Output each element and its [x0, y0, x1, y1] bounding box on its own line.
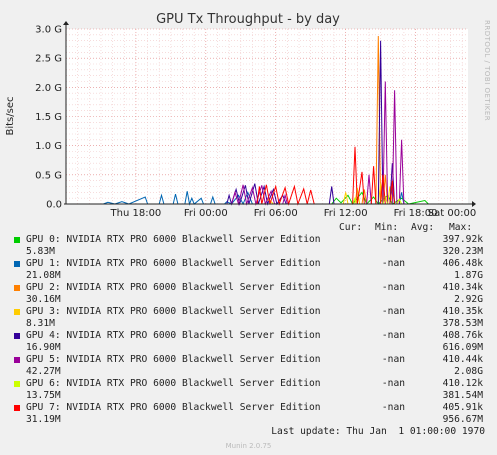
legend-label: GPU 6: NVIDIA RTX PRO 6000 Blackwell Ser… [26, 378, 321, 389]
y-tick-label: 1.5 G [35, 112, 62, 123]
rrdtool-credit: RRDTOOL / TOBI OETIKER [483, 20, 491, 121]
legend-cur: 16.90M [26, 342, 61, 353]
legend-label: GPU 0: NVIDIA RTX PRO 6000 Blackwell Ser… [26, 234, 321, 245]
series-line-gpu-5 [231, 81, 405, 206]
legend-min: -nan [381, 402, 405, 413]
legend-max: 410.44k [442, 354, 483, 365]
legend-min: -nan [381, 354, 405, 365]
legend-max: 397.92k [442, 234, 483, 245]
y-tick-label: 2.0 G [35, 83, 62, 94]
legend-max-value: 1.87G [454, 270, 483, 281]
legend-max-value: 616.09M [442, 342, 483, 353]
legend-label: GPU 1: NVIDIA RTX PRO 6000 Blackwell Ser… [26, 258, 321, 269]
legend-label: GPU 5: NVIDIA RTX PRO 6000 Blackwell Ser… [26, 354, 321, 365]
legend-cur: 30.16M [26, 294, 61, 305]
x-tick-label: Thu 18:00 [110, 208, 162, 219]
x-tick-label: Fri 12:00 [324, 208, 368, 219]
legend-label: GPU 4: NVIDIA RTX PRO 6000 Blackwell Ser… [26, 330, 321, 341]
last-update: Last update: Thu Jan 1 01:00:00 1970 [271, 426, 485, 437]
grid [65, 28, 468, 205]
legend-swatch [14, 261, 20, 267]
y-tick-label: 1.0 G [35, 141, 62, 152]
legend-cur: 5.83M [26, 246, 55, 257]
legend-max-value: 378.53M [442, 318, 483, 329]
legend-swatch [14, 285, 20, 291]
legend-row: GPU 6: NVIDIA RTX PRO 6000 Blackwell Ser… [0, 378, 497, 402]
series-line-gpu-2 [361, 35, 389, 205]
y-axis-label: Bits/sec [5, 97, 16, 136]
y-tick-label: 0.5 G [35, 170, 62, 181]
legend-min: -nan [381, 378, 405, 389]
legend-swatch [14, 357, 20, 363]
legend-max: 408.76k [442, 330, 483, 341]
legend-header-min: Min: [375, 222, 399, 233]
legend-swatch [14, 333, 20, 339]
legend-header-avg: Avg: [411, 222, 435, 233]
legend-max: 405.91k [442, 402, 483, 413]
x-tick-label: Fri 18:00 [394, 208, 438, 219]
y-tick-label: 2.5 G [35, 54, 62, 65]
y-tick-label: 3.0 G [35, 25, 62, 36]
legend-row: GPU 0: NVIDIA RTX PRO 6000 Blackwell Ser… [0, 234, 497, 258]
legend-header-max: Max: [449, 222, 473, 233]
legend-min: -nan [381, 234, 405, 245]
legend-row: GPU 1: NVIDIA RTX PRO 6000 Blackwell Ser… [0, 258, 497, 282]
legend-cur: 21.08M [26, 270, 61, 281]
legend-row: GPU 4: NVIDIA RTX PRO 6000 Blackwell Ser… [0, 330, 497, 354]
legend-label: GPU 3: NVIDIA RTX PRO 6000 Blackwell Ser… [26, 306, 321, 317]
legend-row: GPU 2: NVIDIA RTX PRO 6000 Blackwell Ser… [0, 282, 497, 306]
legend-max: 410.12k [442, 378, 483, 389]
legend-swatch [14, 309, 20, 315]
legend-max-value: 956.67M [442, 414, 483, 425]
x-tick-label: Sat 00:00 [428, 208, 476, 219]
x-tick-label: Fri 06:00 [254, 208, 298, 219]
legend-max: 410.34k [442, 282, 483, 293]
y-axis-arrow [63, 21, 69, 25]
legend-max: 410.35k [442, 306, 483, 317]
chart: GPU Tx Throughput - by day Bits/sec RRDT… [5, 12, 491, 220]
legend-cur: 13.75M [26, 390, 61, 401]
chart-title: GPU Tx Throughput - by day [156, 12, 340, 27]
legend-swatch [14, 405, 20, 411]
x-axis-arrow [472, 201, 476, 207]
legend-label: GPU 7: NVIDIA RTX PRO 6000 Blackwell Ser… [26, 402, 321, 413]
legend-min: -nan [381, 258, 405, 269]
legend-cur: 8.31M [26, 318, 55, 329]
legend-max: 406.48k [442, 258, 483, 269]
legend-min: -nan [381, 282, 405, 293]
y-tick-label: 0.0 [46, 200, 62, 211]
legend-min: -nan [381, 306, 405, 317]
legend-swatch [14, 237, 20, 243]
axes [63, 21, 476, 207]
tick-labels: 0.0 0.5 G 1.0 G 1.5 G 2.0 G 2.5 G 3.0 G Thu 18:… [35, 25, 476, 220]
legend-swatch [14, 381, 20, 387]
legend-label: GPU 2: NVIDIA RTX PRO 6000 Blackwell Ser… [26, 282, 321, 293]
munin-version: Munin 2.0.75 [225, 442, 272, 450]
legend-min: -nan [381, 330, 405, 341]
legend-max-value: 381.54M [442, 390, 483, 401]
x-tick-label: Fri 00:00 [184, 208, 228, 219]
legend-row: GPU 3: NVIDIA RTX PRO 6000 Blackwell Ser… [0, 306, 497, 330]
series-line-gpu-0 [331, 191, 429, 205]
legend-header-cur: Cur: [339, 222, 363, 233]
legend-cur: 42.27M [26, 366, 61, 377]
legend-cur: 31.19M [26, 414, 61, 425]
series-line-gpu-6 [352, 195, 403, 205]
legend-row: GPU 7: NVIDIA RTX PRO 6000 Blackwell Ser… [0, 402, 497, 426]
legend-max-value: 2.08G [454, 366, 483, 377]
legend-row: GPU 5: NVIDIA RTX PRO 6000 Blackwell Ser… [0, 354, 497, 378]
legend-max-value: 320.23M [442, 246, 483, 257]
legend-max-value: 2.92G [454, 294, 483, 305]
